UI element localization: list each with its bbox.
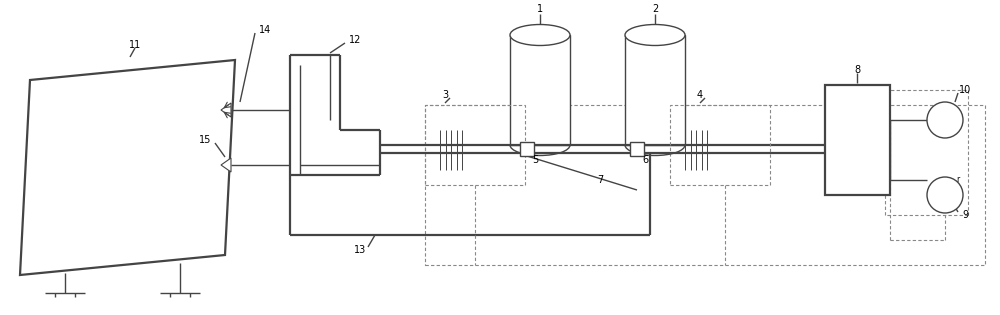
Text: 1: 1 — [537, 4, 543, 14]
Polygon shape — [20, 60, 235, 275]
Text: 10: 10 — [959, 85, 971, 95]
Text: 4: 4 — [697, 90, 703, 100]
Ellipse shape — [510, 25, 570, 45]
Text: 15: 15 — [199, 135, 211, 145]
Bar — [510, 35, 570, 145]
Bar — [825, 85, 890, 195]
Text: 7: 7 — [597, 175, 603, 185]
Circle shape — [927, 177, 963, 213]
Bar — [425, 105, 525, 185]
Bar — [425, 105, 985, 265]
Text: 2: 2 — [652, 4, 658, 14]
Polygon shape — [221, 158, 231, 172]
Circle shape — [927, 102, 963, 138]
Ellipse shape — [625, 25, 685, 45]
Bar — [670, 105, 770, 185]
Text: 5: 5 — [532, 155, 538, 165]
Text: 14: 14 — [259, 25, 271, 35]
Bar — [630, 142, 644, 156]
Text: 11: 11 — [129, 40, 141, 50]
Text: 6: 6 — [642, 155, 648, 165]
Bar — [520, 142, 534, 156]
Text: 9: 9 — [962, 210, 968, 220]
Polygon shape — [221, 103, 231, 117]
Text: 13: 13 — [354, 245, 366, 255]
Text: 12: 12 — [349, 35, 361, 45]
Text: 8: 8 — [854, 65, 860, 75]
Bar — [625, 35, 685, 145]
Text: 3: 3 — [442, 90, 448, 100]
Text: r: r — [956, 175, 960, 185]
